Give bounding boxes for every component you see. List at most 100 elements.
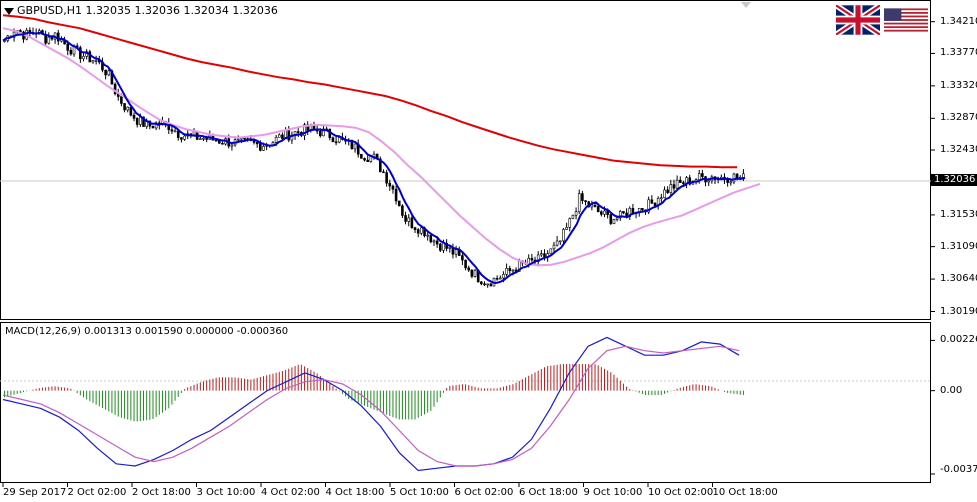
- candle-body: [104, 69, 107, 76]
- candle-body: [126, 106, 130, 111]
- candle-body: [672, 184, 676, 189]
- candle-body: [701, 173, 704, 177]
- candle-body: [173, 130, 177, 133]
- candle-body: [505, 268, 508, 275]
- time-axis-label: 2 Oct 18:00: [132, 487, 191, 498]
- candle-body: [568, 218, 572, 228]
- dropdown-triangle-icon[interactable]: [4, 7, 14, 15]
- candle-body: [69, 50, 73, 55]
- candle-body: [486, 283, 489, 286]
- candle-body: [382, 171, 385, 174]
- candle-body: [236, 138, 240, 141]
- candle-body: [397, 200, 401, 207]
- candle-body: [729, 181, 733, 184]
- candle-body: [312, 125, 316, 130]
- candle-body: [732, 173, 736, 183]
- candle-body: [596, 206, 600, 213]
- candle-body: [688, 177, 692, 185]
- candle-body: [669, 184, 673, 193]
- candle-body: [540, 253, 543, 256]
- candle-body: [622, 211, 625, 214]
- candle-body: [404, 215, 407, 222]
- uk-flag-icon: [836, 5, 880, 35]
- candle-body: [337, 137, 341, 143]
- candle-body: [205, 138, 208, 140]
- candle-body: [609, 214, 613, 224]
- price-axis-label: 1.33770: [940, 47, 977, 59]
- candle-body: [322, 128, 325, 137]
- candle-body: [262, 146, 265, 151]
- candle-body: [508, 268, 512, 272]
- symbol-header: GBPUSD,H1 1.32035 1.32036 1.32034 1.3203…: [4, 4, 278, 17]
- time-axis-label: 10 Oct 02:00: [648, 487, 714, 498]
- candle-body: [274, 136, 278, 143]
- candle-body: [707, 180, 710, 183]
- candle-body: [735, 173, 739, 179]
- time-axis-label: 10 Oct 18:00: [712, 487, 778, 498]
- candle-body: [369, 156, 373, 163]
- us-flag-icon: [884, 8, 928, 32]
- candle-body: [287, 129, 291, 141]
- candle-body: [660, 197, 663, 199]
- candle-body: [217, 140, 221, 144]
- candle-body: [391, 185, 395, 190]
- candle-body: [593, 204, 597, 207]
- price-axis-label: 1.31530: [940, 208, 977, 220]
- candle-body: [334, 141, 338, 144]
- candle-body: [132, 114, 136, 119]
- shift-marker-icon[interactable]: [741, 2, 751, 8]
- candle-body: [79, 47, 82, 60]
- macd-axis-label: -0.00376: [940, 464, 977, 475]
- candle-body: [353, 143, 357, 150]
- time-axis-label: 2 Oct 02:00: [67, 487, 127, 498]
- candle-body: [331, 137, 335, 143]
- candle-body: [88, 51, 92, 63]
- candle-body: [432, 240, 436, 243]
- moving-averages-group: [2, 14, 761, 285]
- candle-body: [511, 269, 515, 272]
- price-panel-frame: [0, 0, 931, 320]
- candle-body: [129, 106, 133, 116]
- candle-body: [360, 153, 363, 159]
- candle-body: [543, 253, 546, 258]
- candle-body: [555, 240, 559, 246]
- candle-body: [647, 199, 650, 213]
- candle-body: [416, 229, 420, 234]
- candle-body: [612, 219, 616, 224]
- candle-body: [448, 247, 452, 249]
- candle-body: [120, 96, 123, 104]
- candle-body: [577, 193, 581, 213]
- candle-body: [277, 134, 281, 138]
- candle-body: [50, 36, 54, 40]
- candle-body: [442, 242, 445, 251]
- macd-histogram-group: [4, 364, 744, 422]
- candle-body: [388, 182, 392, 187]
- time-axis-label: 5 Oct 10:00: [390, 487, 449, 498]
- candle-body: [379, 158, 382, 173]
- candle-body: [675, 179, 679, 189]
- candle-body: [483, 283, 486, 286]
- candle-body: [435, 240, 439, 245]
- candle-body: [363, 158, 366, 161]
- candle-body: [489, 283, 493, 287]
- candle-body: [243, 137, 246, 140]
- candle-body: [600, 211, 603, 215]
- candle-body: [107, 70, 111, 76]
- price-axis-label: 1.34210: [940, 15, 977, 27]
- candle-body: [650, 199, 654, 204]
- candle-body: [180, 137, 183, 140]
- candle-body: [565, 227, 568, 230]
- candle-body: [214, 139, 218, 142]
- candle-body: [202, 138, 205, 140]
- price-axis-label: 1.32430: [940, 144, 977, 156]
- price-axis-label: 1.31090: [940, 240, 977, 252]
- symbol-quote: GBPUSD,H1 1.32035 1.32036 1.32034 1.3203…: [17, 4, 278, 17]
- candle-body: [296, 131, 300, 133]
- candle-body: [401, 205, 404, 216]
- candle-body: [549, 248, 553, 254]
- macd-signal-line: [2, 345, 740, 467]
- macd-lines-group: [2, 336, 740, 472]
- candle-body: [394, 188, 398, 202]
